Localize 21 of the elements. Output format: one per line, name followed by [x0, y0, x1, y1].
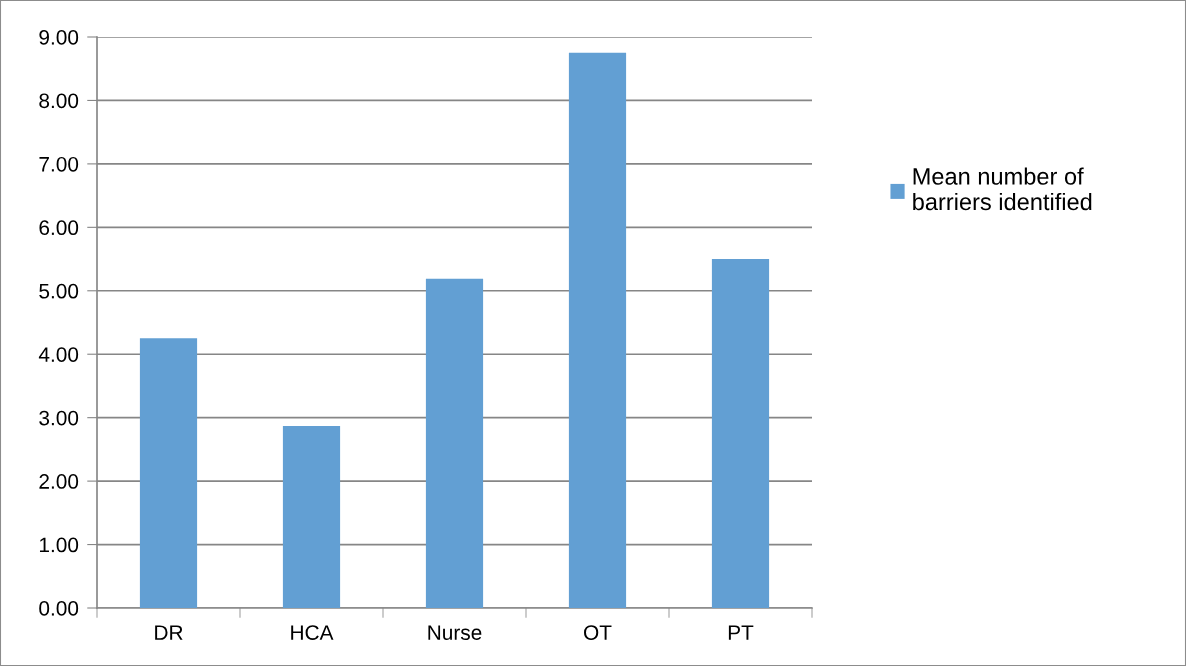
bar — [282, 425, 341, 608]
y-tick-label: 5.00 — [39, 283, 79, 299]
bar — [711, 259, 770, 608]
y-tick-label: 8.00 — [39, 93, 79, 109]
y-tick-label: 6.00 — [39, 220, 79, 236]
y-tick-label: 7.00 — [39, 156, 79, 172]
x-tick-label: Nurse — [428, 625, 482, 640]
y-tick-label: 1.00 — [39, 537, 79, 553]
bar — [139, 338, 198, 608]
bar — [425, 278, 484, 608]
y-tick-label: 4.00 — [38, 347, 79, 362]
y-tick-label: 3.00 — [39, 410, 79, 426]
x-tick-label: OT — [584, 625, 612, 640]
x-tick-label: PT — [728, 625, 754, 640]
y-tick-label: 9.00 — [39, 30, 79, 45]
x-tick-label: HCA — [291, 625, 334, 640]
bar — [568, 52, 627, 608]
y-tick-label: 0.00 — [39, 601, 79, 616]
x-tick-label: DR — [155, 625, 183, 640]
y-tick-label: 2.00 — [39, 474, 79, 489]
legend-label: Mean number of barriers identified — [913, 167, 1092, 211]
